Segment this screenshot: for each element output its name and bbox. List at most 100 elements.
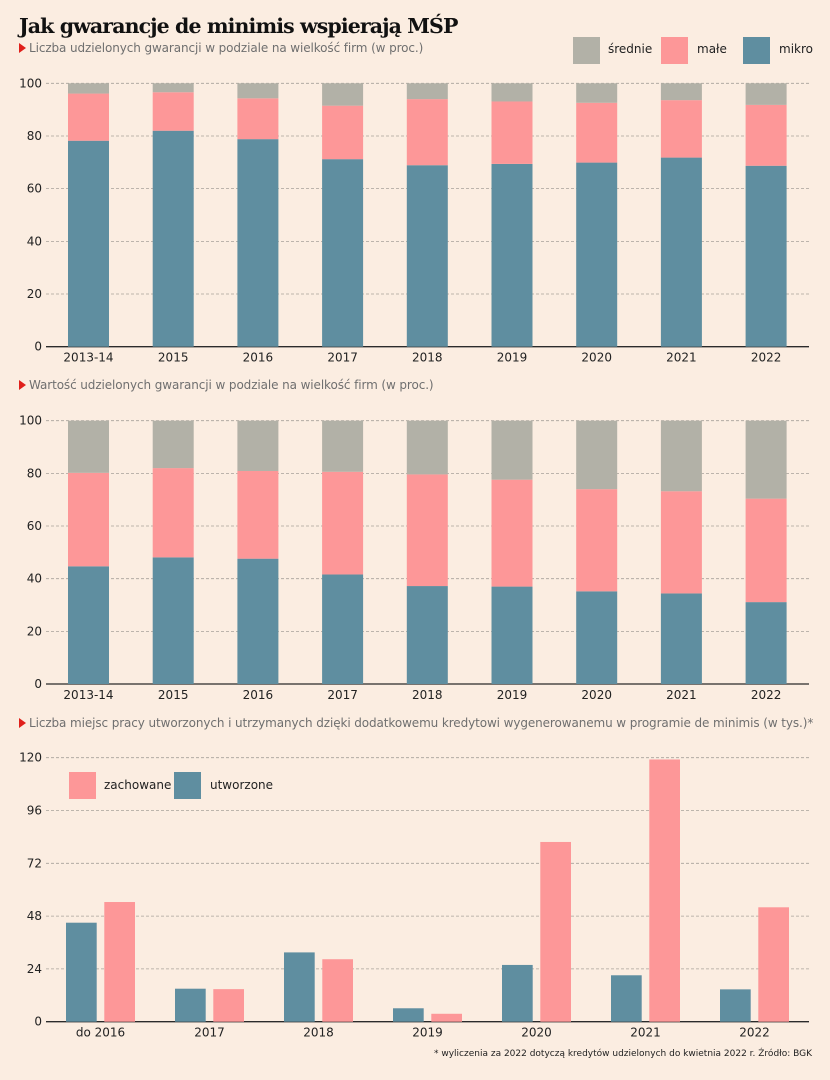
y-tick-label: 0	[34, 1015, 42, 1029]
bar-utworzone	[393, 1008, 424, 1022]
legend-label-srednie: średnie	[608, 42, 653, 56]
bar-segment-średnie	[406, 420, 448, 475]
bar-zachowane	[104, 902, 135, 1022]
bar-segment-małe	[152, 468, 194, 558]
legend-swatch-male	[661, 37, 688, 64]
x-tick-label: 2016	[243, 351, 274, 365]
bar-segment-małe	[745, 498, 787, 603]
legend-swatch-srednie	[573, 37, 600, 64]
bar-zachowane	[758, 907, 789, 1022]
bar-segment-mikro	[576, 162, 618, 347]
bar-segment-mikro	[152, 557, 194, 684]
bar-segment-małe	[68, 472, 109, 567]
bar-segment-małe	[322, 105, 364, 160]
bar-segment-małe	[660, 100, 702, 158]
chart3-subtitle: Liczba miejsc pracy utworzonych i utrzym…	[19, 716, 813, 730]
bar-utworzone	[284, 952, 315, 1022]
y-tick-label: 20	[27, 624, 42, 638]
legend-label-mikro: mikro	[779, 42, 813, 56]
bar-segment-mikro	[406, 586, 448, 684]
x-tick-label: 2019	[497, 351, 528, 365]
y-tick-label: 72	[27, 856, 42, 870]
bar-segment-mikro	[152, 130, 194, 347]
x-tick-label: 2013-14	[63, 351, 113, 365]
bar-segment-średnie	[660, 83, 702, 101]
x-tick-label: 2017	[194, 1026, 225, 1040]
bar-segment-średnie	[237, 83, 279, 99]
bar-segment-mikro	[491, 163, 533, 347]
bar-zachowane	[322, 959, 353, 1022]
triangle-marker-icon	[19, 43, 26, 53]
y-tick-label: 24	[27, 962, 42, 976]
bar-segment-małe	[491, 479, 533, 587]
bar-segment-mikro	[660, 157, 702, 347]
bar-segment-małe	[576, 102, 618, 163]
bar-segment-mikro	[745, 165, 787, 347]
bar-segment-małe	[491, 101, 533, 164]
x-tick-label: 2018	[412, 688, 443, 702]
x-tick-label: 2022	[739, 1026, 770, 1040]
bar-utworzone	[66, 922, 97, 1022]
y-tick-label: 80	[27, 466, 42, 480]
y-tick-label: 20	[27, 287, 42, 301]
bar-segment-średnie	[576, 83, 618, 103]
x-tick-label: 2019	[497, 688, 528, 702]
x-tick-label: 2015	[158, 688, 189, 702]
bar-segment-małe	[237, 470, 279, 559]
bar-segment-małe	[745, 104, 787, 166]
bar-segment-małe	[406, 474, 448, 587]
legend-swatch-utworzone	[174, 772, 201, 799]
bar-segment-mikro	[491, 586, 533, 684]
bar-segment-mikro	[237, 558, 279, 684]
bar-segment-średnie	[152, 83, 194, 93]
bar-zachowane	[431, 1013, 462, 1022]
chart2-subtitle-text: Wartość udzielonych gwarancji w podziale…	[29, 378, 434, 392]
y-tick-label: 100	[19, 414, 42, 428]
bar-segment-mikro	[322, 574, 364, 684]
bar-segment-średnie	[491, 420, 533, 480]
bar-segment-średnie	[406, 83, 448, 100]
y-tick-label: 40	[27, 572, 42, 586]
y-tick-label: 0	[34, 677, 42, 691]
bar-utworzone	[175, 988, 206, 1022]
y-tick-label: 0	[34, 340, 42, 354]
bar-segment-średnie	[152, 420, 194, 469]
legend-label-utworzone: utworzone	[210, 778, 274, 792]
bar-segment-małe	[237, 98, 279, 140]
bar-segment-średnie	[68, 83, 109, 94]
bar-segment-mikro	[322, 159, 364, 347]
bar-zachowane	[540, 841, 571, 1022]
x-tick-label: 2016	[243, 688, 274, 702]
bar-segment-średnie	[745, 420, 787, 499]
bar-segment-średnie	[576, 420, 618, 490]
bar-utworzone	[720, 989, 751, 1022]
triangle-marker-icon	[19, 718, 26, 728]
x-tick-label: 2013-14	[63, 688, 113, 702]
bar-segment-średnie	[660, 420, 702, 492]
footnote: * wyliczenia za 2022 dotyczą kredytów ud…	[434, 1049, 812, 1059]
chart-guarantees-value: 0 20 40 60 80 100 2013-14 2015 2016 2017 2018 2019 2…	[19, 414, 809, 702]
bar-segment-mikro	[406, 165, 448, 347]
bar-zachowane	[213, 989, 244, 1022]
x-tick-label: do 2016	[76, 1026, 125, 1040]
bar-segment-średnie	[491, 83, 533, 102]
bar-segment-małe	[68, 93, 109, 141]
bar-segment-mikro	[68, 566, 109, 684]
x-tick-label: 2021	[666, 688, 697, 702]
bar-segment-małe	[152, 92, 194, 131]
bar-segment-małe	[576, 489, 618, 592]
bar-segment-średnie	[237, 420, 279, 471]
bar-segment-średnie	[745, 83, 787, 105]
x-tick-label: 2015	[158, 351, 189, 365]
bar-segment-mikro	[237, 139, 279, 347]
x-tick-label: 2020	[581, 351, 612, 365]
y-tick-label: 60	[27, 519, 42, 533]
y-tick-label: 96	[27, 804, 42, 818]
x-tick-label: 2019	[412, 1026, 443, 1040]
bar-segment-mikro	[576, 591, 618, 684]
x-tick-label: 2022	[751, 351, 782, 365]
x-tick-label: 2022	[751, 688, 782, 702]
y-tick-label: 120	[19, 751, 42, 765]
bar-zachowane	[649, 759, 680, 1022]
